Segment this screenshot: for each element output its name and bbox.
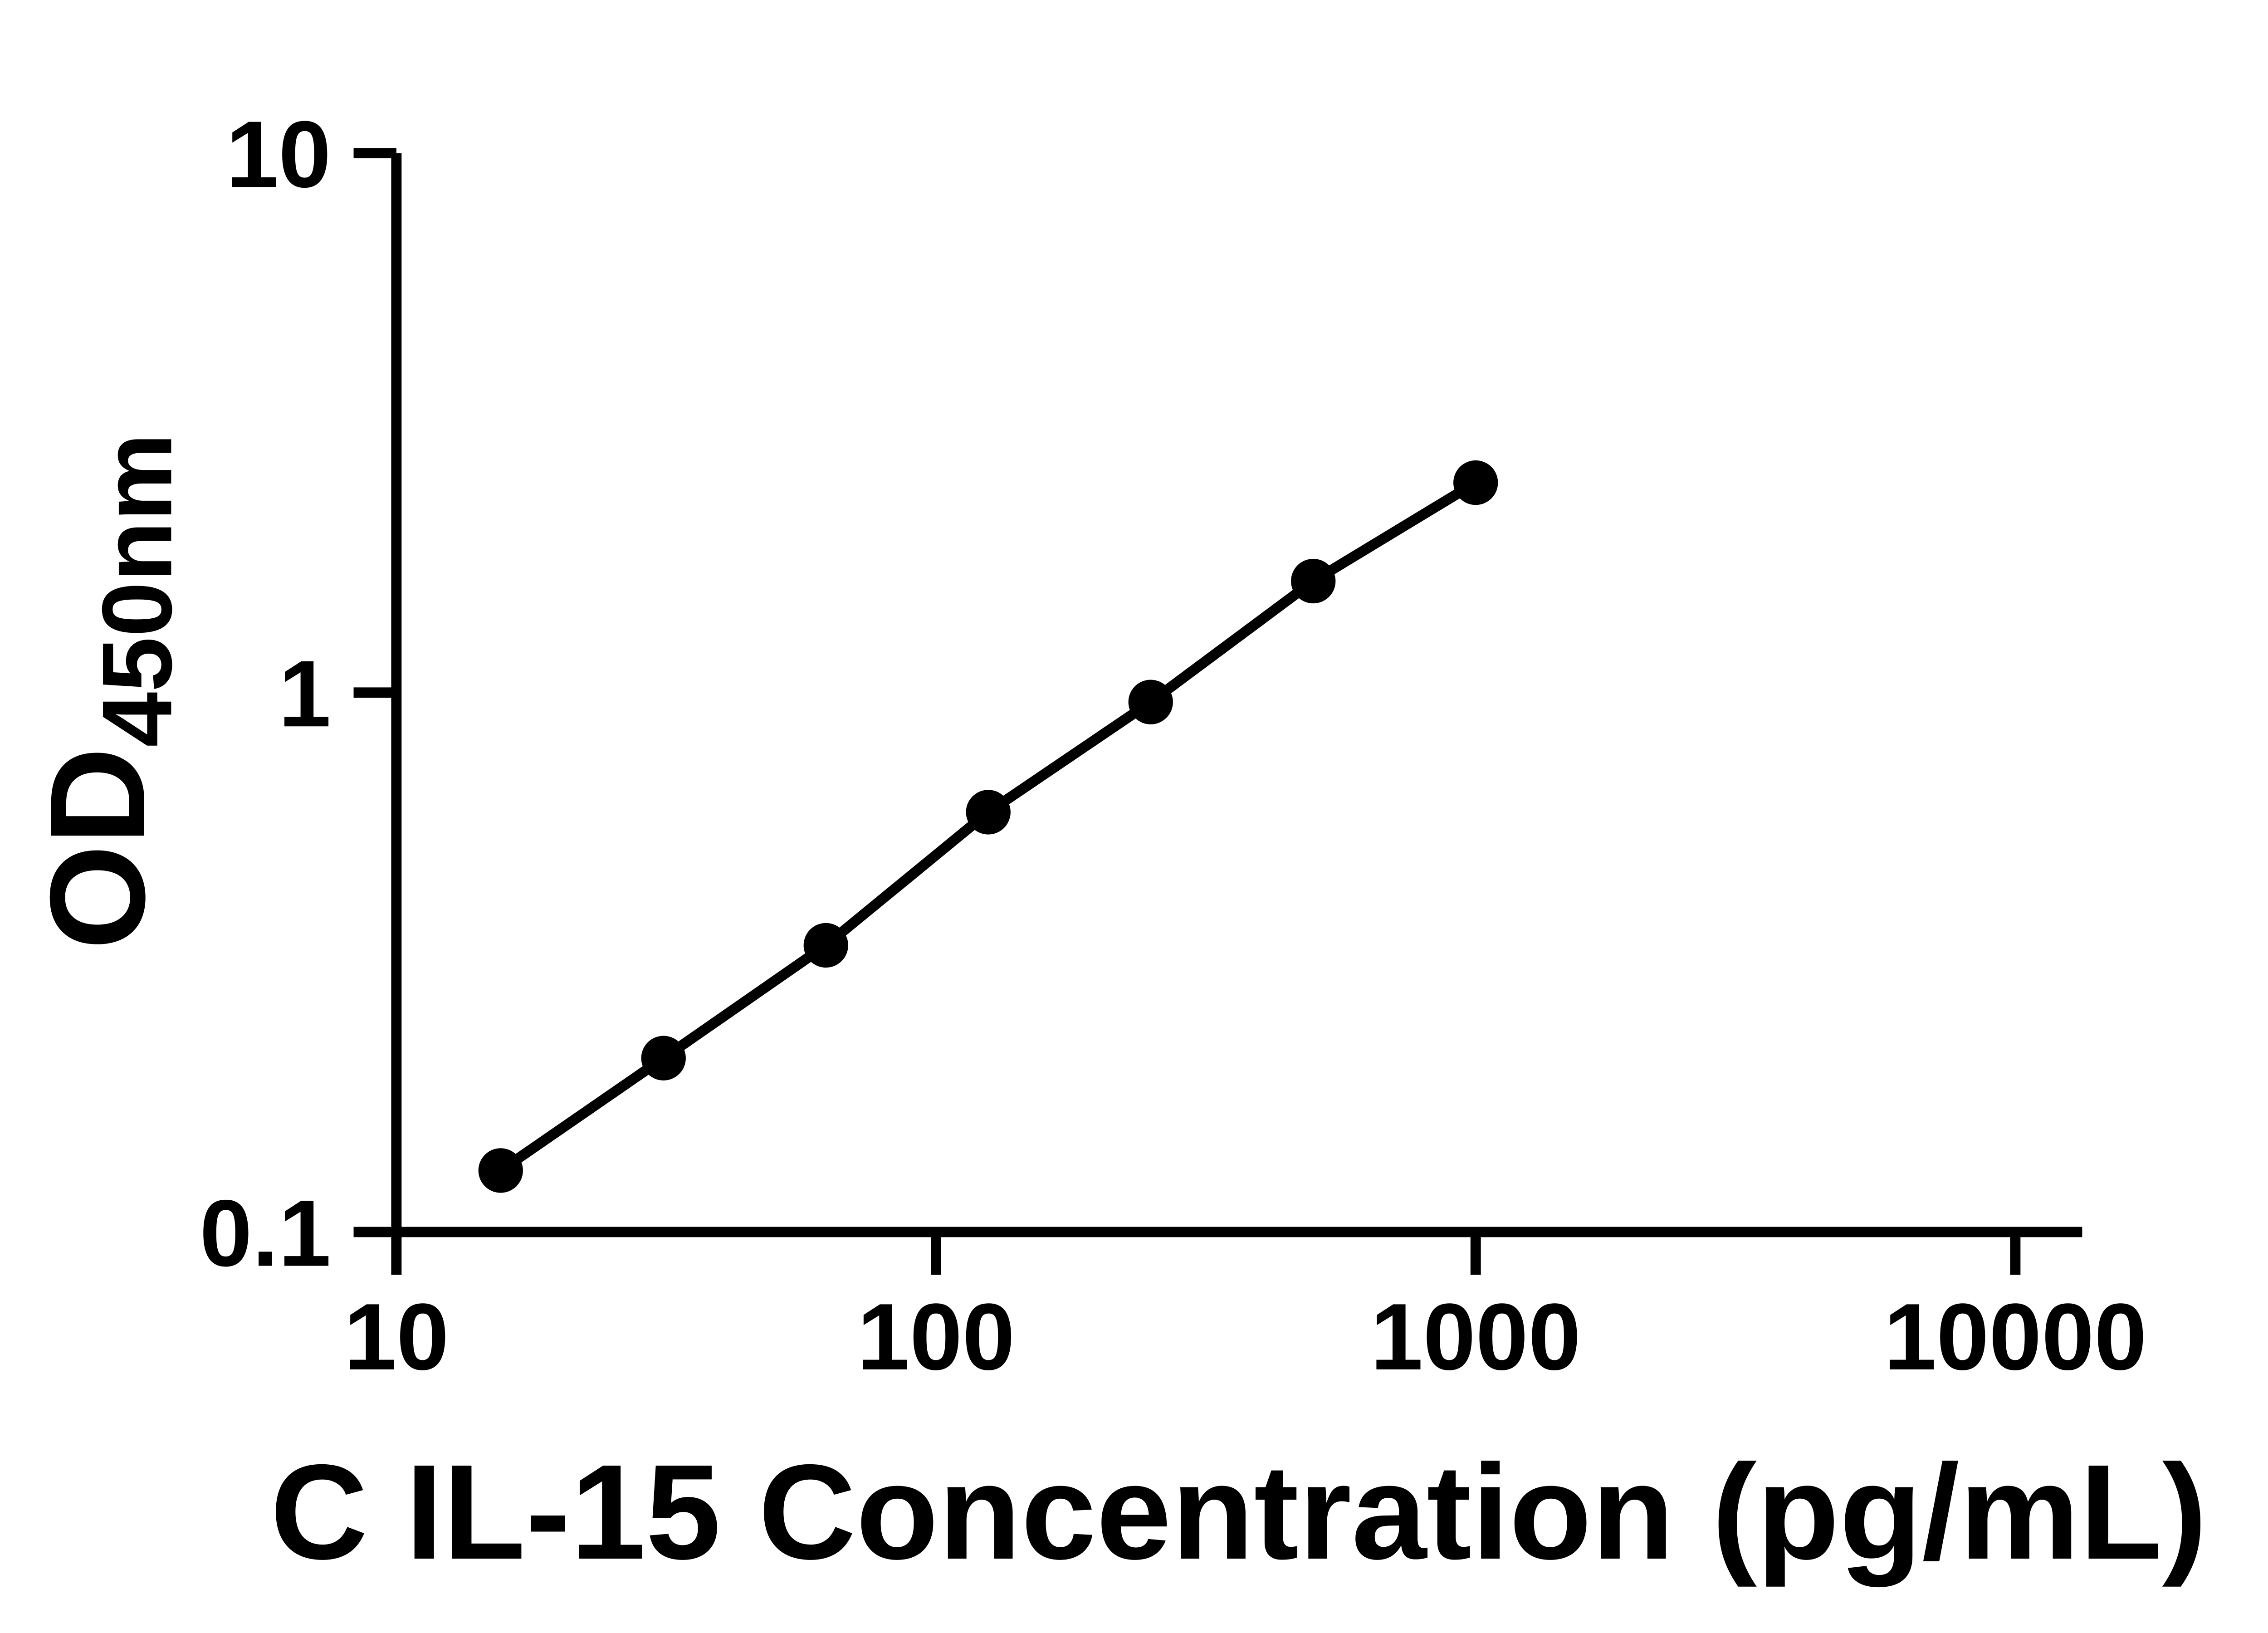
- data-point-marker: [966, 790, 1011, 835]
- y-tick-label: 0.1: [200, 1180, 331, 1286]
- data-point-marker: [478, 1148, 523, 1193]
- data-point-marker: [1128, 680, 1173, 724]
- data-point-marker: [1453, 460, 1498, 505]
- x-tick-label: 100: [857, 1284, 1015, 1390]
- y-tick-label: 10: [226, 102, 331, 207]
- data-point-marker: [641, 1036, 686, 1081]
- x-tick-label: 10: [344, 1284, 449, 1390]
- y-tick-label: 1: [279, 641, 331, 747]
- y-axis-title-subscript: 450nm: [82, 433, 192, 747]
- x-tick-label: 1000: [1370, 1284, 1581, 1390]
- data-point-marker: [1291, 558, 1336, 604]
- y-axis-title-main: OD: [22, 747, 173, 950]
- x-axis-title: C IL-15 Concentration (pg/mL): [270, 1437, 2207, 1588]
- data-point-marker: [803, 923, 848, 968]
- y-axis-title: OD450nm: [22, 433, 193, 950]
- x-tick-label: 10000: [1884, 1284, 2147, 1390]
